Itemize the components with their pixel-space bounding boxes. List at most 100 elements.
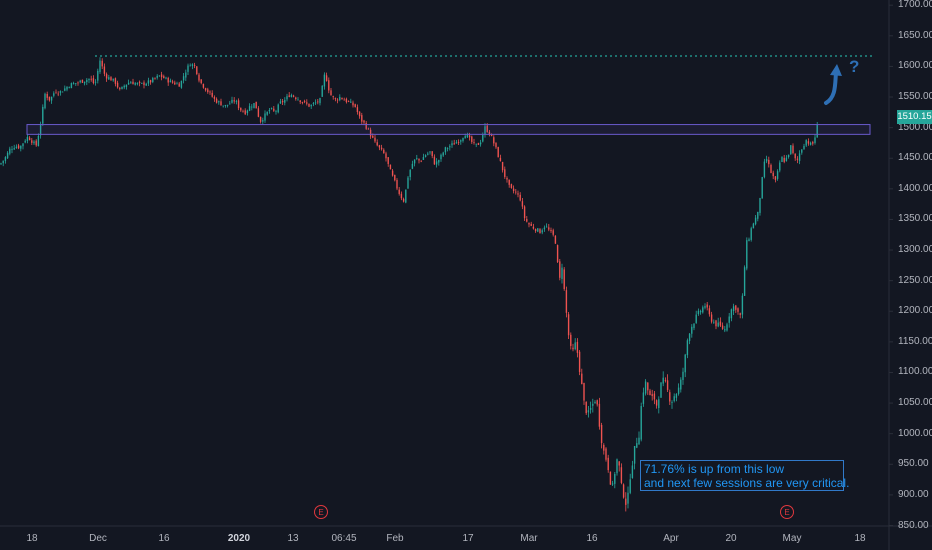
candle-body <box>323 74 326 87</box>
candle-body <box>407 177 409 189</box>
candle-body <box>620 467 623 483</box>
price-tick-label: 1200.00 <box>898 305 932 317</box>
candle-body <box>765 159 768 162</box>
bounce-arrow-icon <box>824 70 838 105</box>
price-tick-label: 1550.00 <box>898 91 932 103</box>
time-tick-label: 16 <box>158 533 170 544</box>
candle-body <box>449 146 451 148</box>
candle-body <box>248 106 251 111</box>
candle-body <box>565 290 568 313</box>
candle-body <box>119 88 121 90</box>
time-tick-label: 2020 <box>227 533 251 544</box>
candle-body <box>149 80 152 83</box>
candle-body <box>116 82 119 88</box>
candle-body <box>534 229 537 232</box>
question-mark: ? <box>849 57 860 76</box>
candle-body <box>418 158 420 161</box>
price-tick-label: 1100.00 <box>898 366 932 378</box>
candlestick-series <box>0 57 818 512</box>
candle-body <box>345 98 348 103</box>
candle-body <box>6 152 9 159</box>
candle-body <box>385 153 387 159</box>
candle-body <box>284 99 286 103</box>
candle-body <box>59 91 62 93</box>
candle-body <box>152 78 154 83</box>
candle-body <box>776 171 779 179</box>
annotation-box[interactable]: 71.76% is up from this low and next few … <box>640 460 849 491</box>
candle-body <box>215 98 218 103</box>
candle-body <box>237 100 240 109</box>
earnings-marker-icon[interactable]: E <box>314 505 328 519</box>
candle-body <box>180 80 183 88</box>
candle-body <box>484 126 486 135</box>
candle-body <box>728 316 730 323</box>
candle-body <box>424 155 427 157</box>
candle-body <box>207 89 209 93</box>
candle-body <box>174 82 176 85</box>
candle-body <box>103 66 106 74</box>
candle-body <box>561 267 563 279</box>
candle-body <box>719 321 722 326</box>
price-tick-label: 1650.00 <box>898 29 932 41</box>
candle-body <box>548 227 550 230</box>
candle-body <box>147 80 150 84</box>
candle-body <box>732 306 735 311</box>
candle-body <box>229 103 231 105</box>
candle-body <box>176 83 178 85</box>
candle-body <box>365 122 367 129</box>
candle-body <box>336 99 339 101</box>
candle-body <box>466 135 469 138</box>
candle-body <box>653 393 656 400</box>
candle-body <box>693 323 695 329</box>
candle-body <box>576 341 579 353</box>
candle-body <box>288 95 290 97</box>
candle-body <box>473 142 475 143</box>
candle-body <box>101 60 103 67</box>
candle-body <box>354 104 356 107</box>
candle-body <box>105 74 108 79</box>
candle-body <box>130 82 132 84</box>
candle-body <box>66 87 68 90</box>
candle-body <box>504 169 506 177</box>
candle-body <box>640 406 642 440</box>
candle-body <box>209 91 211 93</box>
candle-body <box>754 217 757 225</box>
candle-body <box>17 145 20 149</box>
candle-body <box>420 160 422 162</box>
earnings-marker-icon[interactable]: E <box>780 505 794 519</box>
candle-body <box>526 219 528 222</box>
candle-body <box>398 189 400 194</box>
candle-body <box>530 223 532 226</box>
candle-body <box>658 399 660 408</box>
resistance-zone[interactable] <box>26 124 871 135</box>
candle-body <box>402 198 405 202</box>
candle-body <box>490 134 493 136</box>
candle-body <box>11 149 13 151</box>
candle-body <box>512 188 515 191</box>
candle-body <box>508 179 510 185</box>
price-tick-label: 1450.00 <box>898 152 932 164</box>
candle-body <box>427 153 429 155</box>
candle-body <box>475 143 477 145</box>
candle-body <box>112 78 114 81</box>
candle-body <box>317 101 319 103</box>
candle-body <box>108 77 110 80</box>
candle-body <box>4 157 7 161</box>
candle-body <box>464 136 466 139</box>
candle-body <box>83 81 86 84</box>
candle-body <box>321 85 323 97</box>
price-tick-label: 950.00 <box>898 458 929 470</box>
candle-body <box>763 161 766 178</box>
candle-body <box>413 159 416 164</box>
candle-body <box>383 149 385 154</box>
candle-body <box>0 163 2 165</box>
candle-body <box>477 143 480 145</box>
candle-body <box>141 82 143 84</box>
candle-body <box>596 400 598 405</box>
candle-body <box>405 189 407 203</box>
candle-body <box>594 401 596 404</box>
time-tick-label: Mar <box>520 533 538 544</box>
candle-body <box>486 125 488 133</box>
candle-body <box>279 101 282 104</box>
